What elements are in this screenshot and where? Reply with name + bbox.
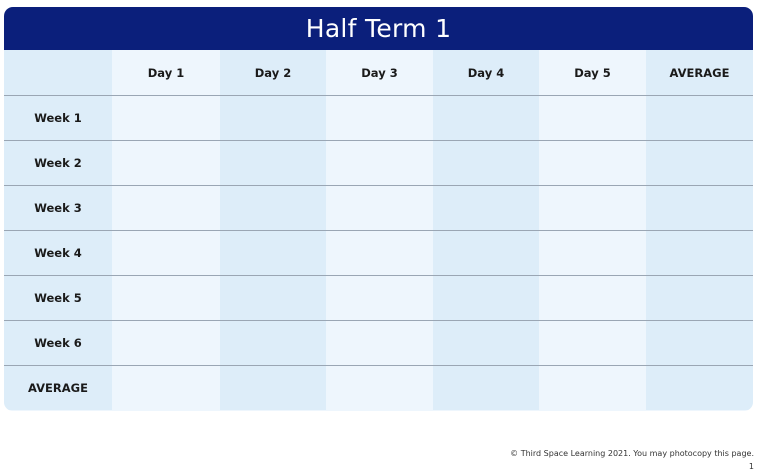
table-row: AVERAGE (4, 365, 753, 410)
corner-cell (4, 50, 112, 96)
entry-cell[interactable] (433, 185, 539, 231)
column-header: Day 5 (539, 50, 646, 96)
entry-cell[interactable] (539, 320, 646, 366)
entry-cell[interactable] (646, 320, 753, 366)
entry-cell[interactable] (646, 275, 753, 321)
row-header: Week 2 (4, 140, 112, 186)
entry-cell[interactable] (220, 230, 326, 276)
entry-cell[interactable] (539, 365, 646, 410)
entry-cell[interactable] (220, 185, 326, 231)
entry-cell[interactable] (433, 275, 539, 321)
table-row: Week 1 (4, 95, 753, 141)
row-header: Week 5 (4, 275, 112, 321)
entry-cell[interactable] (433, 230, 539, 276)
entry-cell[interactable] (433, 95, 539, 141)
entry-cell[interactable] (220, 95, 326, 141)
page-title: Half Term 1 (4, 7, 753, 50)
footer: © Third Space Learning 2021. You may pho… (510, 447, 754, 473)
column-header: Day 4 (433, 50, 539, 96)
entry-cell[interactable] (220, 320, 326, 366)
entry-cell[interactable] (112, 275, 220, 321)
entry-cell[interactable] (646, 185, 753, 231)
entry-cell[interactable] (433, 365, 539, 410)
table-row: Week 5 (4, 275, 753, 321)
entry-cell[interactable] (646, 140, 753, 186)
copyright-text: © Third Space Learning 2021. You may pho… (510, 449, 754, 458)
entry-cell[interactable] (433, 320, 539, 366)
entry-cell[interactable] (220, 140, 326, 186)
entry-cell[interactable] (539, 95, 646, 141)
entry-cell[interactable] (112, 140, 220, 186)
entry-cell[interactable] (326, 365, 433, 410)
column-header: AVERAGE (646, 50, 753, 96)
table-row: Week 3 (4, 185, 753, 231)
table-row: Week 4 (4, 230, 753, 276)
column-header: Day 3 (326, 50, 433, 96)
table-row: Week 2 (4, 140, 753, 186)
row-header: Week 4 (4, 230, 112, 276)
entry-cell[interactable] (646, 230, 753, 276)
entry-cell[interactable] (326, 140, 433, 186)
table-row: Week 6 (4, 320, 753, 366)
column-header: Day 1 (112, 50, 220, 96)
entry-cell[interactable] (646, 365, 753, 410)
entry-cell[interactable] (112, 230, 220, 276)
entry-cell[interactable] (646, 95, 753, 141)
entry-cell[interactable] (220, 275, 326, 321)
entry-cell[interactable] (433, 140, 539, 186)
entry-cell[interactable] (539, 140, 646, 186)
entry-cell[interactable] (112, 185, 220, 231)
entry-cell[interactable] (326, 230, 433, 276)
column-header: Day 2 (220, 50, 326, 96)
entry-cell[interactable] (112, 320, 220, 366)
entry-cell[interactable] (539, 230, 646, 276)
entry-cell[interactable] (112, 365, 220, 410)
row-header: Week 6 (4, 320, 112, 366)
row-header: AVERAGE (4, 365, 112, 410)
tracker-table-card: Half Term 1 Day 1 Day 2 Day 3 Day 4 Day 5 AVE… (4, 7, 753, 411)
entry-cell[interactable] (326, 95, 433, 141)
entry-cell[interactable] (326, 185, 433, 231)
entry-cell[interactable] (326, 275, 433, 321)
entry-cell[interactable] (220, 365, 326, 410)
entry-cell[interactable] (539, 185, 646, 231)
row-header: Week 3 (4, 185, 112, 231)
tracker-table: Day 1 Day 2 Day 3 Day 4 Day 5 AVERAGE Week 1 We… (4, 50, 753, 410)
entry-cell[interactable] (112, 95, 220, 141)
row-header: Week 1 (4, 95, 112, 141)
entry-cell[interactable] (539, 275, 646, 321)
page-number: 1 (748, 462, 754, 471)
header-row: Day 1 Day 2 Day 3 Day 4 Day 5 AVERAGE (4, 50, 753, 96)
entry-cell[interactable] (326, 320, 433, 366)
